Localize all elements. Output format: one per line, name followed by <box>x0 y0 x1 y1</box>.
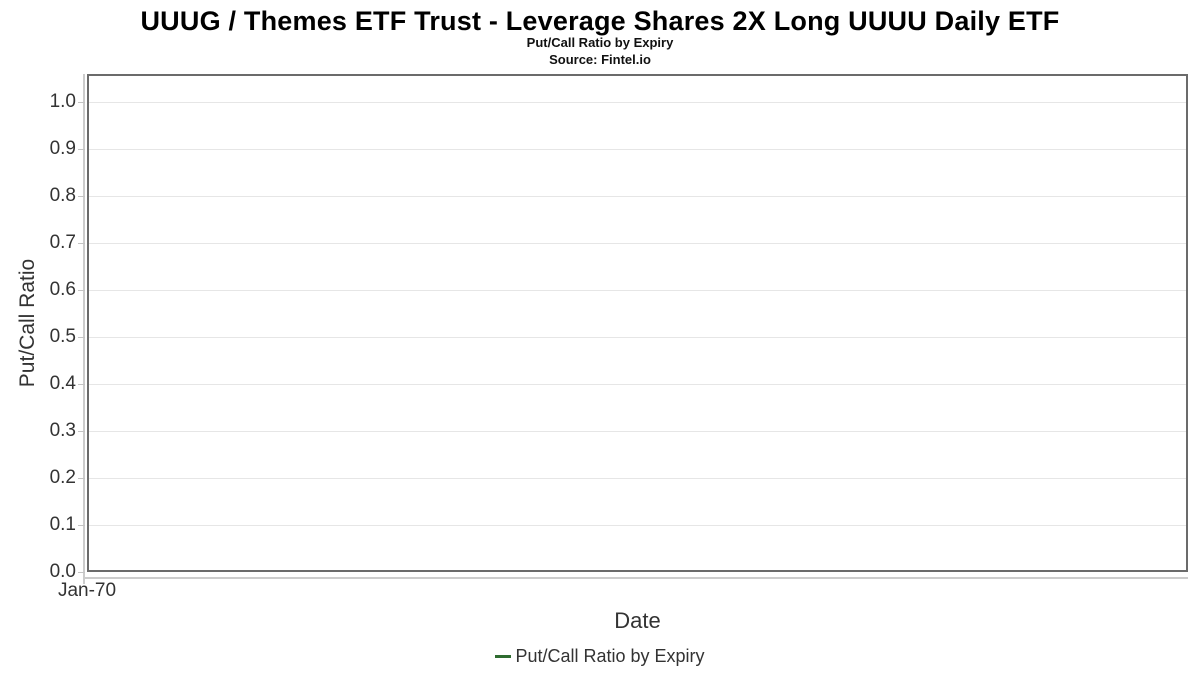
x-axis-tick-label: Jan-70 <box>57 580 117 601</box>
y-gridline <box>89 431 1186 432</box>
y-axis-tick-mark <box>78 290 85 291</box>
y-axis-tick-mark <box>78 525 85 526</box>
y-axis-tick-label: 0.1 <box>49 514 76 535</box>
y-axis-tick-label: 0.8 <box>49 185 76 206</box>
y-axis-tick-label: 0.6 <box>49 279 76 300</box>
y-axis-tick-mark <box>78 572 85 573</box>
legend-item-label: Put/Call Ratio by Expiry <box>515 646 705 666</box>
y-axis-title: Put/Call Ratio <box>16 258 39 388</box>
y-axis-tick-label: 0.3 <box>49 420 76 441</box>
y-axis-tick-label: 0.0 <box>49 561 76 582</box>
y-gridline <box>89 384 1186 385</box>
y-axis-tick-label: 0.5 <box>49 326 76 347</box>
y-axis-line <box>83 74 85 578</box>
y-gridline <box>89 243 1186 244</box>
y-axis-tick-mark <box>78 243 85 244</box>
chart-title: UUUG / Themes ETF Trust - Leverage Share… <box>140 6 1060 36</box>
chart-subtitle: Put/Call Ratio by Expiry <box>526 35 674 50</box>
y-axis-tick-label: 0.9 <box>49 138 76 159</box>
y-gridline <box>89 102 1186 103</box>
y-gridline <box>89 478 1186 479</box>
y-axis-tick-mark <box>78 384 85 385</box>
y-axis-tick-mark <box>78 431 85 432</box>
y-axis-tick-label: 0.2 <box>49 467 76 488</box>
y-axis-tick-label: 1.0 <box>49 91 76 112</box>
y-axis-tick-mark <box>78 337 85 338</box>
y-gridline <box>89 290 1186 291</box>
x-axis-line <box>83 577 1188 579</box>
y-axis-tick-mark <box>78 102 85 103</box>
y-axis-tick-label: 0.4 <box>49 373 76 394</box>
y-axis-tick-mark <box>78 196 85 197</box>
legend: Put/Call Ratio by Expiry <box>0 646 1200 667</box>
x-axis-title: Date <box>614 608 661 633</box>
plot-area <box>87 74 1188 572</box>
chart-source-label: Source: Fintel.io <box>549 52 651 67</box>
y-gridline <box>89 337 1186 338</box>
y-gridline <box>89 196 1186 197</box>
legend-item-put-call-ratio[interactable]: Put/Call Ratio by Expiry <box>495 646 705 667</box>
y-axis-tick-label: 0.7 <box>49 232 76 253</box>
y-gridline <box>89 525 1186 526</box>
x-axis-tick-mark <box>83 577 85 584</box>
y-axis-tick-mark <box>78 478 85 479</box>
y-axis-tick-mark <box>78 149 85 150</box>
y-gridline <box>89 149 1186 150</box>
legend-line-marker-icon <box>495 655 512 658</box>
